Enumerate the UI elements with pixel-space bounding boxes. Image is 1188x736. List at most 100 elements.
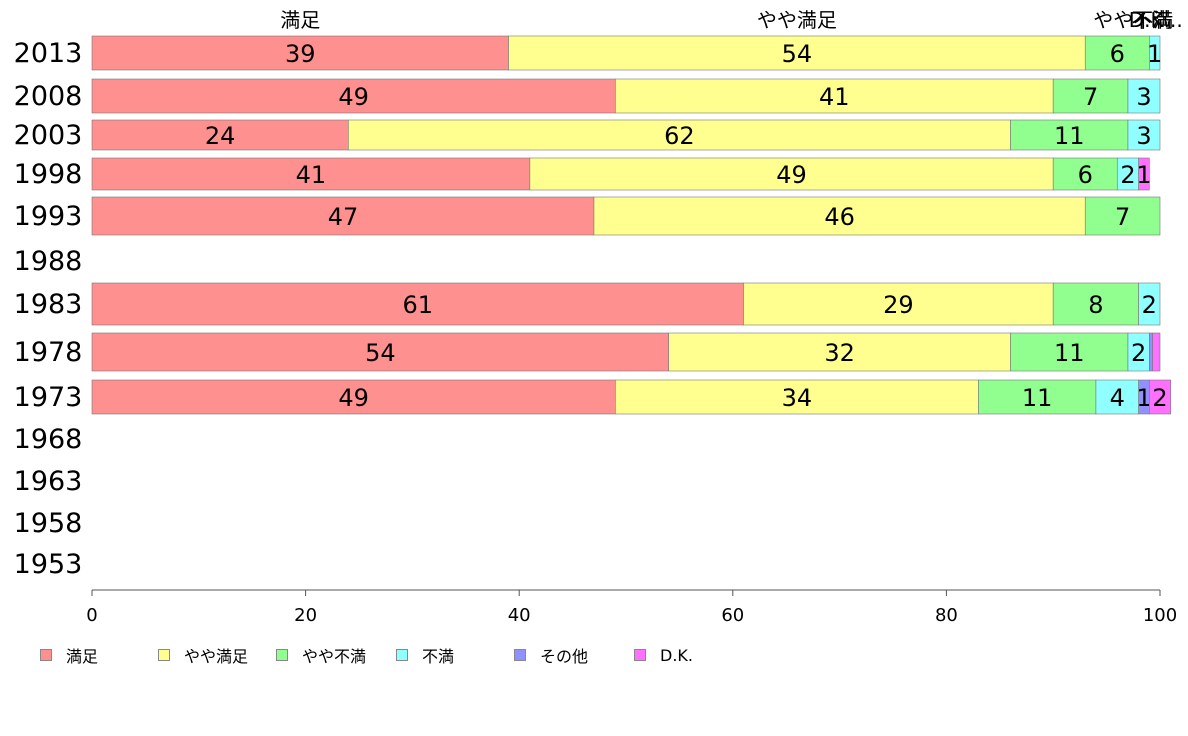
data-label: 41 [819, 83, 850, 111]
data-label: 49 [338, 384, 369, 412]
legend-swatch [514, 649, 526, 661]
year-label: 1973 [14, 382, 83, 413]
data-label: 11 [1054, 122, 1085, 150]
data-label: 24 [205, 122, 236, 150]
data-label: 49 [776, 161, 807, 189]
data-label: 39 [285, 40, 316, 68]
legend-label: その他 [540, 647, 589, 666]
data-label: 41 [296, 161, 327, 189]
data-label: 46 [824, 203, 855, 231]
legend-swatch [396, 649, 408, 661]
bar-segment [1095, 379, 1139, 415]
bar-segment [508, 35, 1086, 71]
year-label: 1998 [14, 159, 83, 190]
bar-segment [743, 282, 1054, 326]
data-label: 1 [1136, 161, 1151, 189]
legend-label: 不満 [422, 647, 455, 666]
column-header-label: やや満足 [757, 8, 837, 32]
bar-segment [1127, 78, 1161, 114]
data-label: 32 [824, 339, 855, 367]
legend-item: やや不満 [276, 644, 366, 666]
data-label: 4 [1110, 384, 1125, 412]
stacked-bar-chart: 2013200820031998199319881983197819731968… [14, 8, 1183, 626]
bar-segment [615, 379, 979, 415]
year-label: 1958 [14, 508, 83, 539]
data-label: 7 [1083, 83, 1098, 111]
year-label: 1968 [14, 424, 83, 455]
data-label: 3 [1136, 83, 1151, 111]
data-label: 2 [1131, 339, 1146, 367]
legend-label: 満足 [66, 647, 99, 666]
bar-segment [1010, 119, 1129, 151]
bar-segment [593, 196, 1086, 236]
data-label: 11 [1022, 384, 1053, 412]
data-label: 34 [782, 384, 813, 412]
bar-segment [978, 379, 1097, 415]
x-tick-label: 20 [294, 605, 317, 626]
bar-segment [91, 119, 349, 151]
bar-segment [91, 332, 670, 372]
legend-swatch [158, 649, 170, 661]
data-label: 2 [1152, 384, 1167, 412]
year-label: 1963 [14, 466, 83, 497]
year-label: 1983 [14, 289, 83, 320]
year-label: 1993 [14, 201, 83, 232]
x-tick-label: 80 [935, 605, 958, 626]
data-label: 54 [365, 339, 396, 367]
x-tick-label: 100 [1143, 605, 1177, 626]
year-label: 1988 [14, 246, 83, 277]
bar-segment [1138, 157, 1150, 191]
bar-segment [1052, 282, 1139, 326]
bar-segment [91, 35, 509, 71]
legend-item: D.K. [634, 644, 693, 666]
data-label: 61 [402, 291, 433, 319]
data-label: 6 [1110, 40, 1125, 68]
data-label: 49 [338, 83, 369, 111]
legend-item: やや満足 [158, 644, 248, 666]
data-label: 29 [883, 291, 914, 319]
bar-segment [1138, 282, 1161, 326]
data-label: 47 [328, 203, 359, 231]
bar-segment [91, 157, 531, 191]
bar-segment [668, 332, 1011, 372]
legend-swatch [634, 649, 646, 661]
year-label: 2003 [14, 120, 83, 151]
bar-segment [1084, 196, 1161, 236]
data-label: 2 [1142, 291, 1157, 319]
data-label: 11 [1054, 339, 1085, 367]
bar-segment [1149, 35, 1161, 71]
column-header-label: やや不満 [1093, 8, 1173, 32]
bar-segment [91, 379, 616, 415]
legend-item: 不満 [396, 644, 454, 666]
bar-segment [529, 157, 1054, 191]
year-label: 1978 [14, 337, 83, 368]
bar-segment [1149, 332, 1153, 372]
x-tick-label: 0 [86, 605, 97, 626]
legend-swatch [40, 649, 52, 661]
bar-segment [615, 78, 1054, 114]
year-label: 2008 [14, 81, 83, 112]
column-header-label: 不満 [1131, 8, 1171, 32]
bar-segment [1127, 119, 1161, 151]
bar-segment [1052, 78, 1129, 114]
year-label: 1953 [14, 549, 83, 580]
legend-label: D.K. [660, 645, 693, 665]
data-label: 54 [782, 40, 813, 68]
bar-segment [91, 196, 595, 236]
bar-segment [91, 78, 616, 114]
data-label: 1 [1136, 384, 1151, 412]
data-label: 6 [1078, 161, 1093, 189]
bar-segment [1149, 379, 1171, 415]
bar-segment [1084, 35, 1150, 71]
x-tick-label: 60 [721, 605, 744, 626]
x-tick-label: 40 [508, 605, 531, 626]
legend-label: やや満足 [184, 647, 249, 666]
legend-swatch [276, 649, 288, 661]
legend-label: やや不満 [302, 647, 367, 666]
column-header-label: D.K... [1129, 8, 1183, 32]
data-label: 3 [1136, 122, 1151, 150]
data-label: 2 [1120, 161, 1135, 189]
year-label: 2013 [14, 38, 83, 69]
bar-segment [1152, 332, 1161, 372]
data-label: 8 [1088, 291, 1103, 319]
